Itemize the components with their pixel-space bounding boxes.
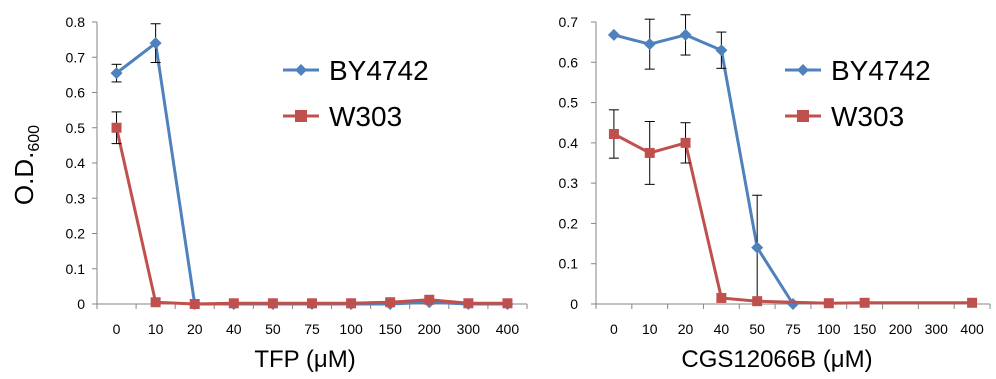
y-tick-label: 0.8 [66, 14, 86, 30]
x-tick-label: 20 [187, 321, 203, 337]
data-point-square [502, 298, 513, 309]
x-tick-label: 40 [714, 321, 730, 337]
chart-panel-cgs12066b: 0 0.1 0.2 0.3 0.4 0.5 0.6 0.7 0 10 20 40 50 75 100 150 2… [559, 14, 991, 373]
data-point-square [608, 128, 619, 139]
x-tick-label: 200 [889, 321, 913, 337]
legend-marker-diamond [295, 64, 307, 76]
data-point-square [859, 297, 870, 308]
data-point-square [228, 298, 239, 309]
data-point-square [823, 298, 834, 309]
y-tick-label: 0.2 [559, 215, 579, 231]
y-axis-title-subscript: 600 [26, 125, 43, 152]
data-point-square [463, 298, 474, 309]
data-point-square [150, 297, 161, 308]
x-tick-label: 10 [642, 321, 658, 337]
data-point-square [346, 298, 357, 309]
data-point-diamond [715, 44, 728, 57]
legend-marker-diamond [797, 64, 809, 76]
data-point-diamond [149, 37, 162, 50]
y-tick-label: 0.4 [66, 155, 86, 171]
legend-marker-square [295, 110, 307, 122]
x-tick-label: 20 [678, 321, 694, 337]
x-tick-label: 75 [304, 321, 320, 337]
data-point-square [752, 296, 763, 307]
y-axis-title: O.D.600 [9, 125, 43, 205]
data-point-square [189, 299, 200, 309]
x-tick-label: 300 [925, 321, 949, 337]
x-tick-label: 400 [496, 321, 520, 337]
y-tick-label: 0.1 [559, 256, 579, 272]
x-tick-label: 75 [785, 321, 801, 337]
data-point-diamond [110, 67, 123, 80]
series-line-w303 [115, 127, 508, 306]
series-line-by4742 [613, 33, 795, 305]
x-tick-label: 50 [749, 321, 765, 337]
legend-label: W303 [329, 101, 402, 132]
x-tick-label: 100 [817, 321, 841, 337]
legend-label: BY4742 [831, 55, 931, 86]
legend-label: W303 [831, 101, 904, 132]
y-tick-label: 0.7 [559, 14, 579, 30]
x-tick-label: 400 [960, 321, 984, 337]
data-point-square [716, 292, 727, 303]
data-point-diamond [643, 38, 656, 51]
series-line-w303 [613, 132, 973, 305]
x-axis-title: CGS12066B (μM) [681, 346, 872, 373]
x-tick-label: 150 [379, 321, 403, 337]
data-point-square [307, 298, 317, 309]
y-tick-label: 0.1 [66, 261, 86, 277]
x-tick-label: 100 [339, 321, 363, 337]
legend-label: BY4742 [329, 55, 429, 86]
y-tick-label: 0.6 [66, 85, 86, 101]
y-tick-label: 0.3 [559, 175, 579, 191]
x-axis-title: TFP (μM) [254, 346, 355, 373]
data-point-square [267, 298, 278, 309]
x-tick-label: 50 [265, 321, 281, 337]
y-tick-label: 0.4 [559, 135, 579, 151]
data-point-square [644, 147, 655, 158]
y-tick-label: 0.5 [66, 120, 86, 136]
x-tick-label: 200 [418, 321, 442, 337]
data-point-diamond [679, 28, 692, 41]
y-tick-label: 0.3 [66, 190, 86, 206]
data-point-square [680, 137, 691, 148]
data-point-square [385, 297, 396, 308]
y-tick-label: 0.5 [559, 95, 579, 111]
y-tick-label: 0.6 [559, 54, 579, 70]
y-tick-label: 0 [570, 296, 578, 312]
series-line-by4742 [115, 41, 508, 306]
chart-panel-tfp: 0 0.1 0.2 0.3 0.4 0.5 0.6 0.7 0.8 0 10 20 40 50 75 100 1… [66, 14, 528, 373]
data-point-square [967, 297, 978, 308]
x-tick-label: 10 [148, 321, 164, 337]
data-point-diamond [751, 241, 764, 254]
y-axis-title-main: O.D. [9, 152, 39, 205]
y-tick-label: 0.7 [66, 49, 86, 65]
data-point-diamond [607, 28, 620, 41]
x-tick-label: 150 [853, 321, 877, 337]
x-tick-label: 300 [457, 321, 481, 337]
x-tick-label: 0 [113, 321, 121, 337]
x-tick-label: 0 [610, 321, 618, 337]
x-tick-label: 40 [226, 321, 242, 337]
y-tick-label: 0.2 [66, 226, 86, 242]
data-point-square [111, 122, 122, 133]
y-tick-label: 0 [77, 296, 85, 312]
legend-marker-square [797, 110, 809, 122]
data-point-square [424, 294, 435, 305]
